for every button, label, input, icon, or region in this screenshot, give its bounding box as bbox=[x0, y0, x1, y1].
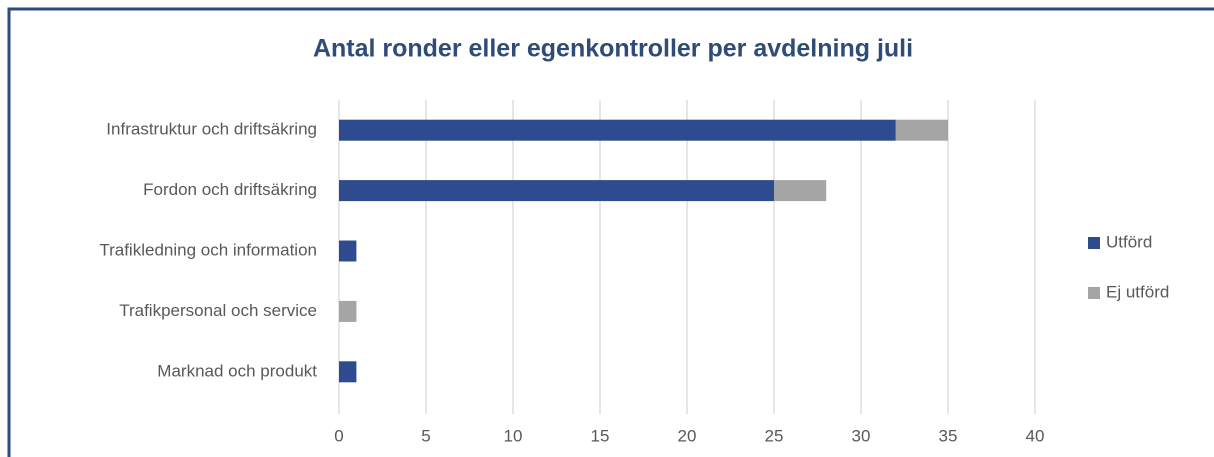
legend-label: Ej utförd bbox=[1106, 282, 1169, 301]
bar bbox=[339, 361, 357, 383]
y-tick-label: Trafikpersonal och service bbox=[119, 301, 317, 320]
frame bbox=[7, 7, 1214, 457]
bar bbox=[895, 119, 948, 141]
legend-swatch bbox=[1088, 287, 1100, 299]
x-tick-label: 40 bbox=[1026, 426, 1045, 445]
x-tick-label: 15 bbox=[591, 426, 610, 445]
x-tick-label: 5 bbox=[421, 426, 430, 445]
bar bbox=[774, 180, 827, 202]
y-tick-label: Infrastruktur och driftsäkring bbox=[106, 120, 317, 139]
bar bbox=[339, 119, 896, 141]
chart-title: Antal ronder eller egenkontroller per av… bbox=[313, 35, 913, 63]
legend-swatch bbox=[1088, 237, 1100, 249]
x-tick-label: 35 bbox=[939, 426, 958, 445]
y-tick-label: Trafikledning och information bbox=[99, 240, 317, 259]
bar bbox=[339, 180, 774, 202]
legend-label: Utförd bbox=[1106, 232, 1152, 251]
y-tick-label: Marknad och produkt bbox=[157, 361, 317, 380]
x-tick-label: 25 bbox=[765, 426, 784, 445]
x-tick-label: 30 bbox=[852, 426, 871, 445]
x-tick-label: 10 bbox=[504, 426, 523, 445]
x-tick-label: 20 bbox=[678, 426, 697, 445]
bar bbox=[339, 240, 357, 262]
x-tick-label: 0 bbox=[334, 426, 343, 445]
y-tick-label: Fordon och driftsäkring bbox=[143, 180, 317, 199]
bar bbox=[339, 300, 357, 322]
